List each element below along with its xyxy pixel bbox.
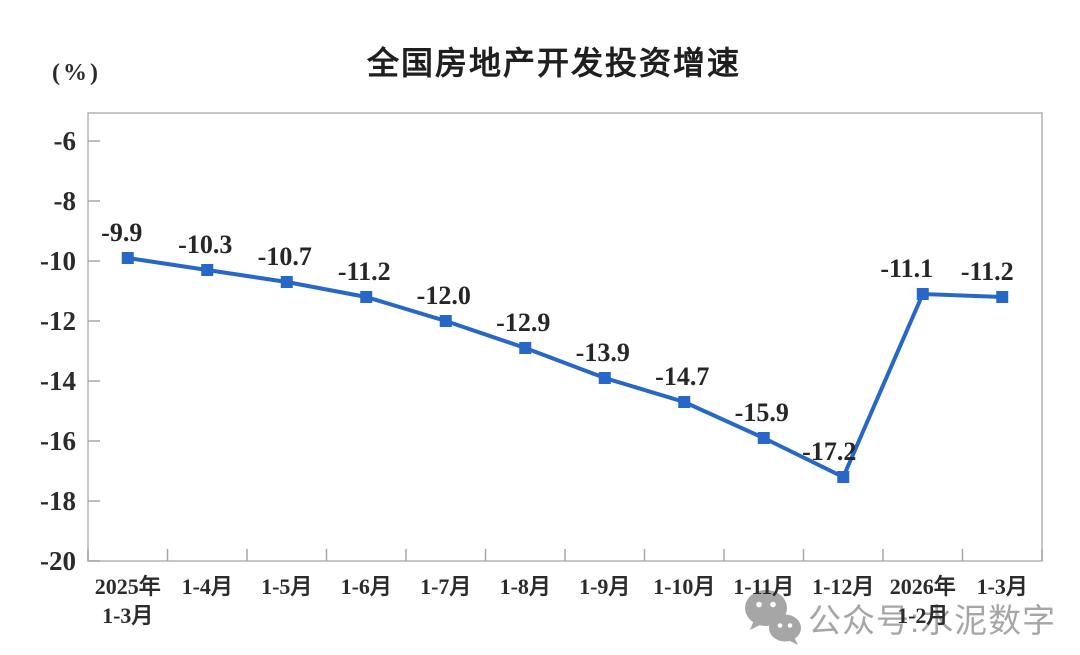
y-tick-label: -20 xyxy=(40,546,76,576)
watermark-text: 公众号:水泥数字 xyxy=(808,601,1057,639)
x-axis-label: 1-10月 xyxy=(653,574,715,599)
x-axis-label: 1-3月 xyxy=(102,603,153,628)
data-point-label: -11.1 xyxy=(880,254,933,283)
y-tick-label: -18 xyxy=(40,486,76,516)
y-tick-label: -14 xyxy=(40,366,76,396)
y-tick-label: -16 xyxy=(40,426,76,456)
data-point-marker xyxy=(201,264,214,276)
x-axis-label: 1-12月 xyxy=(812,574,874,599)
data-point-marker xyxy=(598,372,611,384)
x-axis-label: 1-5月 xyxy=(261,574,312,599)
y-axis-unit-label: (%) xyxy=(52,60,101,86)
x-axis-label: 1-7月 xyxy=(420,574,471,599)
data-point-label: -11.2 xyxy=(338,257,391,286)
x-axis-label: 2025年 xyxy=(95,574,161,599)
chart-title: 全国房地产开发投资增速 xyxy=(366,45,741,81)
x-axis-label: 1-9月 xyxy=(579,574,630,599)
x-axis-label: 1-3月 xyxy=(977,574,1028,599)
y-tick-label: -10 xyxy=(40,246,76,276)
x-axis-label: 1-11月 xyxy=(733,574,794,599)
data-point-label: -17.2 xyxy=(802,437,856,466)
data-point-marker xyxy=(837,471,850,483)
data-point-marker xyxy=(996,291,1009,303)
watermark: 公众号:水泥数字 xyxy=(744,590,1056,651)
data-point-marker xyxy=(439,315,452,327)
y-tick-label: -8 xyxy=(54,186,77,216)
wechat-icon xyxy=(744,590,802,651)
series-line xyxy=(127,256,1003,480)
x-axis-label: 2026年 xyxy=(890,574,956,599)
data-point-label: -11.2 xyxy=(961,257,1014,286)
data-point-label: -12.0 xyxy=(417,281,471,310)
data-point-marker xyxy=(121,252,134,264)
data-point-marker xyxy=(360,291,373,303)
y-tick-label: -12 xyxy=(40,306,76,336)
x-axis-label: 1-2月 xyxy=(897,603,948,628)
x-axis-label: 1-8月 xyxy=(500,574,551,599)
data-point-label: -9.9 xyxy=(101,218,142,247)
data-point-marker xyxy=(678,396,691,408)
data-point-label: -10.3 xyxy=(178,230,232,259)
data-point-marker xyxy=(519,342,532,354)
y-tick-label: -6 xyxy=(54,126,77,156)
x-axis-label: 1-4月 xyxy=(182,574,233,599)
data-point-label: -14.7 xyxy=(655,362,709,391)
data-point-marker xyxy=(757,432,770,444)
data-point-label: -12.9 xyxy=(496,308,550,337)
plot-border xyxy=(87,112,1043,562)
data-point-label: -10.7 xyxy=(258,242,312,271)
data-point-marker xyxy=(916,288,929,300)
data-point-label: -13.9 xyxy=(576,338,630,367)
x-axis-label: 1-6月 xyxy=(341,574,392,599)
data-point-marker xyxy=(280,276,293,288)
data-point-label: -15.9 xyxy=(735,398,789,427)
